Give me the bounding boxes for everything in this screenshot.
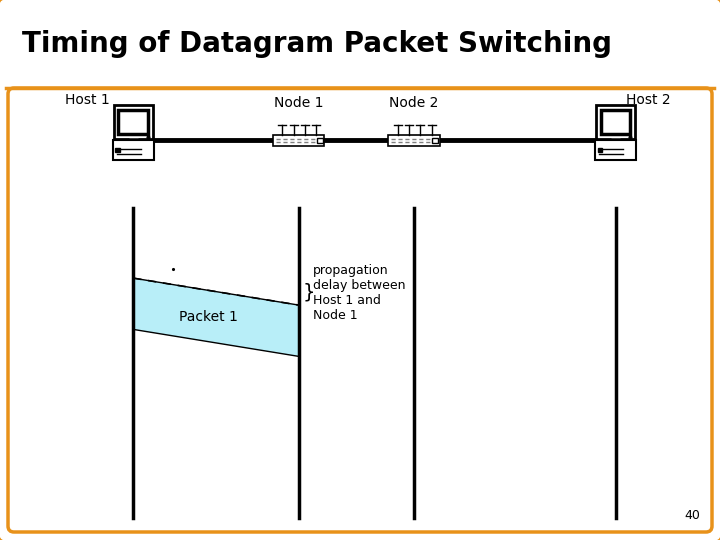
Bar <box>115 148 120 152</box>
Text: Node 1: Node 1 <box>274 97 323 110</box>
Bar <box>113 140 153 160</box>
Text: propagation
delay between
Host 1 and
Node 1: propagation delay between Host 1 and Nod… <box>313 264 405 322</box>
Bar <box>114 105 153 139</box>
Bar <box>598 148 603 152</box>
Text: Timing of Datagram Packet Switching: Timing of Datagram Packet Switching <box>22 30 612 58</box>
Text: Host 2: Host 2 <box>626 93 670 107</box>
Text: 40: 40 <box>684 509 700 522</box>
Bar <box>318 138 323 143</box>
Bar <box>600 110 631 134</box>
Bar <box>388 135 440 146</box>
Text: Node 2: Node 2 <box>390 97 438 110</box>
Polygon shape <box>133 278 299 356</box>
Polygon shape <box>129 139 138 140</box>
Bar <box>273 135 325 146</box>
Bar <box>595 140 636 160</box>
Bar <box>596 105 635 139</box>
Bar <box>118 110 148 134</box>
FancyBboxPatch shape <box>8 88 712 532</box>
Text: }: } <box>303 282 315 301</box>
Text: Host 1: Host 1 <box>66 93 110 107</box>
Bar <box>433 138 438 143</box>
Polygon shape <box>611 139 620 140</box>
Text: Packet 1: Packet 1 <box>179 310 238 324</box>
